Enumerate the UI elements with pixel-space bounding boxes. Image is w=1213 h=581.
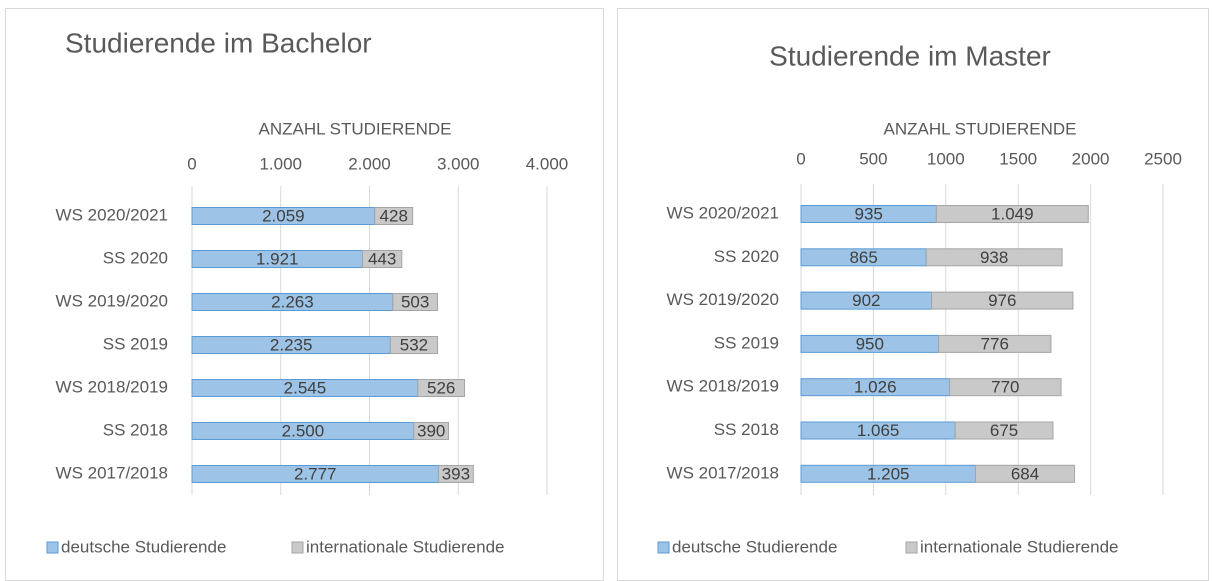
y-tick-label: SS 2020 — [714, 247, 779, 266]
data-label: 865 — [849, 248, 877, 267]
bar-segment — [925, 248, 1063, 267]
bar-segment — [938, 334, 1052, 353]
y-tick-label: SS 2018 — [103, 420, 168, 439]
bar-segment — [361, 250, 403, 268]
legend-swatch — [46, 541, 59, 554]
y-tick-label: WS 2019/2020 — [667, 290, 779, 309]
x-tick-label: 1.000 — [259, 154, 302, 173]
bar-segment — [374, 207, 414, 225]
data-label: 2.235 — [270, 335, 313, 354]
x-tick-label: 0 — [796, 149, 805, 168]
x-tick-label: 2500 — [1144, 149, 1182, 168]
bar-segment — [931, 291, 1074, 310]
y-tick-label: SS 2019 — [714, 333, 779, 352]
data-label: 935 — [855, 204, 883, 223]
data-label: 675 — [990, 421, 1018, 440]
chart-title: Studierende im Master — [769, 40, 1051, 71]
y-tick-label: SS 2020 — [103, 248, 168, 267]
data-label: 2.777 — [294, 464, 337, 483]
y-tick-label: WS 2018/2019 — [667, 377, 779, 396]
legend-swatch — [905, 541, 918, 554]
x-tick-label: 3.000 — [437, 154, 480, 173]
legend-label: internationale Studierende — [920, 537, 1118, 556]
bar-segment — [392, 293, 438, 311]
y-tick-label: SS 2019 — [103, 334, 168, 353]
data-label: 950 — [856, 334, 884, 353]
x-tick-label: 1000 — [927, 149, 965, 168]
y-tick-label: WS 2017/2018 — [56, 463, 168, 482]
data-label: 1.049 — [991, 204, 1034, 223]
y-tick-label: WS 2017/2018 — [667, 463, 779, 482]
x-tick-label: 500 — [859, 149, 887, 168]
data-label: 443 — [368, 249, 396, 268]
legend-label: deutsche Studierende — [61, 537, 226, 556]
data-label: 2.059 — [262, 206, 305, 225]
bar-segment — [437, 465, 474, 483]
y-tick-label: SS 2018 — [714, 420, 779, 439]
data-label: 2.545 — [284, 378, 327, 397]
legend-swatch — [291, 541, 304, 554]
data-label: 428 — [380, 206, 408, 225]
legend-label: deutsche Studierende — [672, 537, 837, 556]
y-tick-label: WS 2020/2021 — [56, 205, 168, 224]
data-label: 1.205 — [867, 464, 910, 483]
bar-segment — [389, 336, 439, 354]
data-label: 1.065 — [857, 421, 900, 440]
bar-segment — [949, 378, 1062, 397]
data-label: 532 — [400, 335, 428, 354]
y-tick-label: WS 2018/2019 — [56, 377, 168, 396]
chart-title: Studierende im Bachelor — [65, 27, 372, 58]
bar-segment — [417, 379, 466, 397]
data-label: 503 — [401, 292, 429, 311]
data-label: 526 — [427, 378, 455, 397]
data-label: 902 — [852, 291, 880, 310]
data-label: 1.921 — [256, 249, 299, 268]
data-label: 390 — [417, 421, 445, 440]
data-label: 2.500 — [282, 421, 325, 440]
data-label: 684 — [1011, 464, 1039, 483]
x-tick-label: 1500 — [999, 149, 1037, 168]
x-tick-label: 2000 — [1072, 149, 1110, 168]
data-label: 770 — [991, 378, 1019, 397]
axis-title: ANZAHL STUDIERENDE — [258, 119, 451, 138]
axis-title: ANZAHL STUDIERENDE — [883, 119, 1076, 138]
data-label: 938 — [980, 248, 1008, 267]
data-label: 2.263 — [271, 292, 314, 311]
bar-segment — [413, 422, 449, 440]
y-tick-label: WS 2020/2021 — [667, 203, 779, 222]
x-tick-label: 0 — [187, 154, 196, 173]
y-tick-label: WS 2019/2020 — [56, 291, 168, 310]
x-tick-label: 2.000 — [348, 154, 391, 173]
data-label: 393 — [442, 464, 470, 483]
data-label: 1.026 — [854, 378, 897, 397]
bar-segment — [954, 421, 1054, 440]
legend-swatch — [657, 541, 670, 554]
x-tick-label: 4.000 — [526, 154, 569, 173]
bar-segment — [935, 205, 1089, 223]
legend-label: internationale Studierende — [306, 537, 504, 556]
bar-segment — [974, 464, 1076, 483]
data-label: 976 — [988, 291, 1016, 310]
data-label: 776 — [981, 334, 1009, 353]
